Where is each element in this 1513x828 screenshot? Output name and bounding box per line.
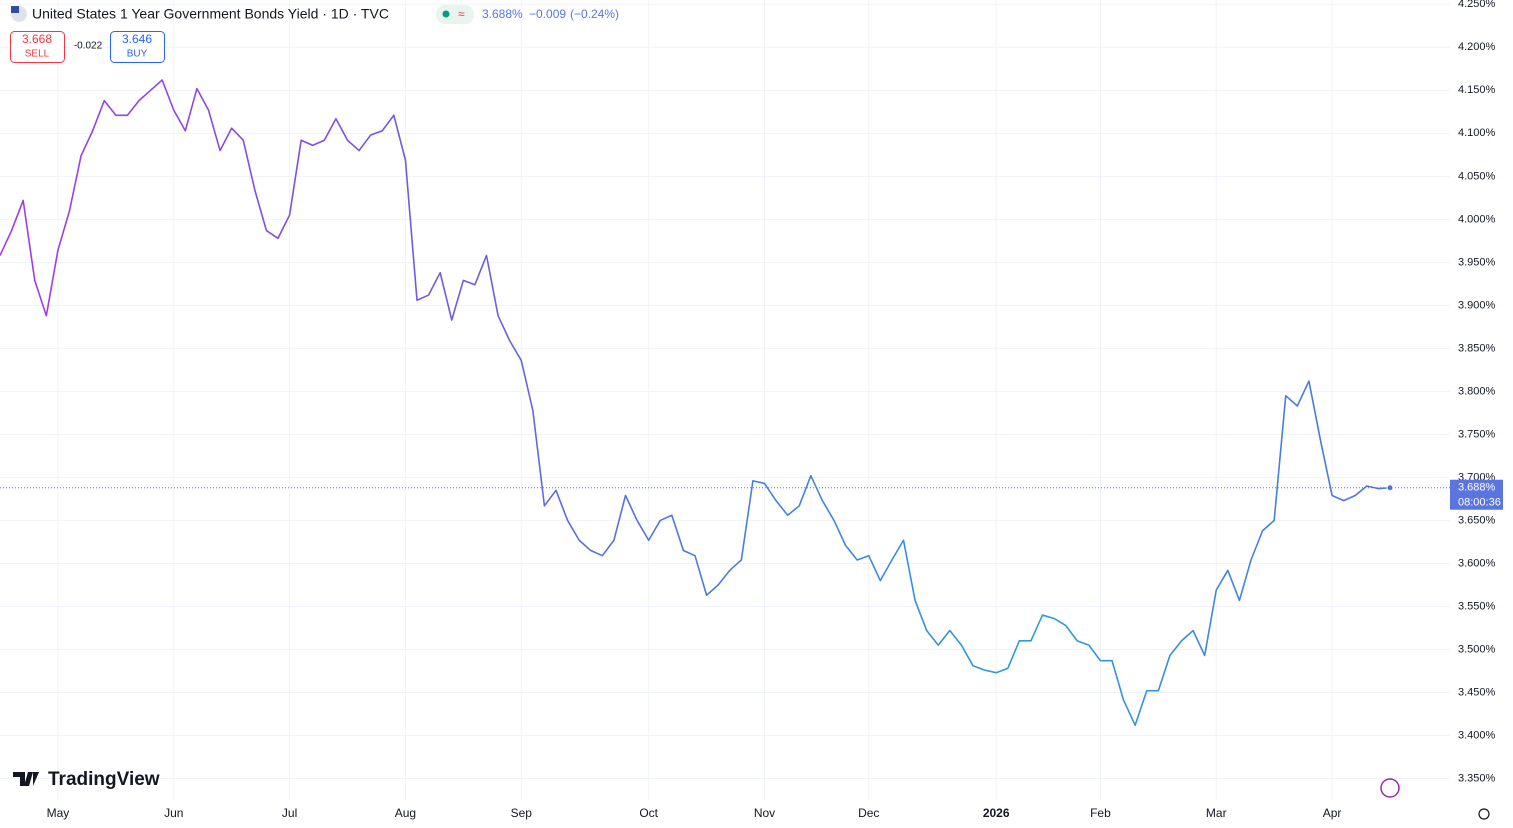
sell-label: SELL bbox=[25, 49, 50, 60]
y-tick-label: 4.250% bbox=[1458, 0, 1496, 10]
status-dot bbox=[442, 10, 450, 18]
chart-title: United States 1 Year Government Bonds Yi… bbox=[32, 6, 389, 22]
alert-icon[interactable] bbox=[1380, 778, 1400, 798]
x-tick-label: Jun bbox=[164, 806, 183, 820]
x-tick-label: Apr bbox=[1323, 806, 1342, 820]
sell-button[interactable] bbox=[10, 31, 65, 63]
y-tick-label: 3.900% bbox=[1458, 299, 1496, 311]
x-tick-label: 2026 bbox=[983, 806, 1010, 820]
y-tick-label: 3.450% bbox=[1458, 686, 1496, 698]
spread: -0.022 bbox=[74, 41, 103, 52]
price-line bbox=[0, 79, 1391, 726]
x-tick-label: May bbox=[47, 806, 70, 820]
y-tick-label: 3.850% bbox=[1458, 342, 1496, 354]
grid bbox=[0, 0, 1450, 800]
y-tick-label: 4.150% bbox=[1458, 84, 1496, 96]
y-tick-label: 3.800% bbox=[1458, 385, 1496, 397]
settings-icon[interactable] bbox=[1478, 808, 1490, 820]
y-tick-label: 3.400% bbox=[1458, 729, 1496, 741]
header-price: 3.688% bbox=[482, 7, 523, 21]
x-tick-label: Aug bbox=[395, 806, 416, 820]
buy-button[interactable] bbox=[110, 31, 165, 63]
buy-price: 3.646 bbox=[122, 32, 152, 46]
last-price-label: 3.688% bbox=[1458, 482, 1496, 494]
plot bbox=[0, 79, 1450, 726]
y-tick-label: 4.200% bbox=[1458, 41, 1496, 53]
last-price-box bbox=[1450, 479, 1503, 510]
x-tick-label: Sep bbox=[511, 806, 533, 820]
header-change-pct: (−0.24%) bbox=[570, 7, 619, 21]
y-tick-label: 3.650% bbox=[1458, 514, 1496, 526]
header-change: −0.009 bbox=[529, 7, 566, 21]
y-tick-label: 3.550% bbox=[1458, 600, 1496, 612]
y-tick-label: 3.350% bbox=[1458, 772, 1496, 784]
status-icon: ≈ bbox=[458, 7, 465, 21]
y-tick-label: 3.950% bbox=[1458, 256, 1496, 268]
last-point bbox=[1386, 484, 1394, 492]
x-tick-label: Nov bbox=[754, 806, 775, 820]
y-tick-label: 4.050% bbox=[1458, 170, 1496, 182]
logo-icon bbox=[13, 772, 39, 786]
y-tick-label: 3.600% bbox=[1458, 557, 1496, 569]
y-tick-label: 4.100% bbox=[1458, 127, 1496, 139]
y-tick-label: 4.000% bbox=[1458, 213, 1496, 225]
sell-price: 3.668 bbox=[22, 32, 52, 46]
status-pill bbox=[436, 5, 474, 24]
y-tick-label: 3.500% bbox=[1458, 643, 1496, 655]
flag-canton bbox=[11, 6, 19, 13]
buy-label: BUY bbox=[127, 49, 148, 60]
y-tick-label: 3.750% bbox=[1458, 428, 1496, 440]
x-tick-label: Feb bbox=[1090, 806, 1111, 820]
x-tick-label: Jul bbox=[282, 806, 297, 820]
countdown: 08:00:36 bbox=[1458, 497, 1501, 509]
x-tick-label: Mar bbox=[1206, 806, 1227, 820]
x-tick-label: Dec bbox=[858, 806, 879, 820]
watermark: TradingView bbox=[48, 769, 160, 790]
x-tick-label: Oct bbox=[639, 806, 658, 820]
